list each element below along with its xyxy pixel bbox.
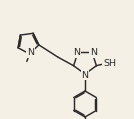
Text: N: N (90, 48, 97, 57)
Text: SH: SH (103, 59, 116, 68)
Text: N: N (73, 48, 80, 57)
Text: N: N (81, 70, 88, 79)
Text: N: N (27, 48, 34, 57)
